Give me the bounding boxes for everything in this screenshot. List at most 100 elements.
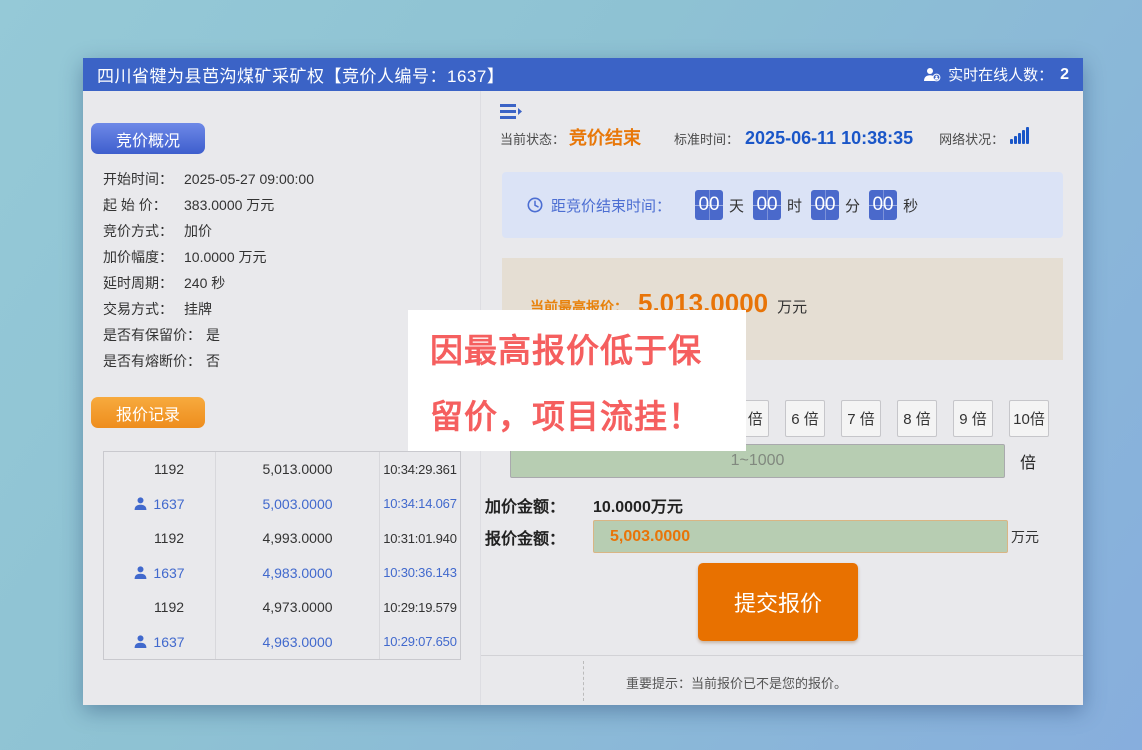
bidder-number: 1637 <box>153 633 185 650</box>
bid-amount-input[interactable] <box>593 520 1009 553</box>
countdown-days: 00 <box>695 190 724 220</box>
table-row: 1192 4,993.0000 10:31:01.940 <box>104 521 460 556</box>
bid-records-table: 1192 5,013.0000 10:34:29.361 <box>103 451 461 660</box>
bidder-number: 1637 <box>153 495 185 512</box>
auction-window: 四川省犍为县芭沟煤矿采矿权【竞价人编号：1637】 实时在线人数： 2 竞价概况 <box>83 58 1083 705</box>
table-row: 1637 4,983.0000 10:30:36.143 <box>104 555 460 590</box>
countdown-minutes: 00 <box>811 190 840 220</box>
countdown-hours: 00 <box>753 190 782 220</box>
bid-amount: 5,003.0000 <box>262 495 333 512</box>
highest-bid-unit: 万元 <box>777 299 808 316</box>
multiplier-input[interactable] <box>510 444 1005 478</box>
online-users: 实时在线人数： 2 <box>923 64 1069 85</box>
bid-amount-label: 报价金额： <box>485 530 566 548</box>
bid-amount: 4,993.0000 <box>262 530 333 547</box>
bid-time: 10:31:01.940 <box>383 530 457 546</box>
multiplier-unit-label: 倍 <box>1020 455 1037 472</box>
countdown-label: 距竞价结束时间： <box>551 197 672 215</box>
result-overlay-message: 因最高报价低于保留价，项目流挂！ <box>430 332 702 435</box>
submit-bid-button[interactable]: 提交报价 <box>698 563 858 641</box>
bidder-number: 1192 <box>153 530 185 547</box>
countdown-minute-unit: 分 <box>845 197 861 215</box>
countdown-seconds: 00 <box>869 190 898 220</box>
countdown-second-unit: 秒 <box>903 197 919 215</box>
overview-item-value: 是 <box>206 327 220 343</box>
bid-time: 10:29:19.579 <box>383 599 457 615</box>
bid-time: 10:34:29.361 <box>383 461 457 477</box>
bidder-person-icon <box>134 566 147 580</box>
countdown-day-unit: 天 <box>729 197 745 215</box>
status-label: 当前状态： <box>500 132 566 147</box>
overview-item-label: 是否有保留价： <box>103 327 201 343</box>
overview-item-label: 开始时间： <box>103 171 173 187</box>
overview-item: 起 始 价： 383.0000 万元 <box>103 192 480 218</box>
overview-item: 开始时间： 2025-05-27 09:00:00 <box>103 166 480 192</box>
overview-item: 加价幅度： 10.0000 万元 <box>103 244 480 270</box>
bid-amount: 4,963.0000 <box>262 633 333 650</box>
bid-amount-unit: 万元 <box>1011 528 1040 545</box>
menu-icon[interactable] <box>500 103 522 120</box>
bid-amount: 4,983.0000 <box>262 564 333 581</box>
increase-amount-value: 10.0000万元 <box>593 499 683 516</box>
standard-time-label: 标准时间： <box>674 132 740 147</box>
multiplier-button[interactable]: 8 倍 <box>897 400 937 437</box>
auction-overview-list: 开始时间： 2025-05-27 09:00:00 起 始 价： 383.0000 … <box>103 166 480 374</box>
network-status-label: 网络状况： <box>939 132 1005 147</box>
overview-item-label: 起 始 价： <box>103 197 167 213</box>
online-users-label: 实时在线人数： <box>948 67 1054 84</box>
table-row: 1637 4,963.0000 10:29:07.650 <box>104 624 460 659</box>
overview-item-label: 加价幅度： <box>103 249 173 265</box>
result-overlay: 因最高报价低于保留价，项目流挂！ <box>408 310 746 451</box>
table-row: 1192 5,013.0000 10:34:29.361 <box>104 452 460 487</box>
countdown-hour-unit: 时 <box>787 197 803 215</box>
multiplier-button[interactable]: 9 倍 <box>953 400 993 437</box>
footer-tip: 重要提示：当前报价已不是您的报价。 <box>626 676 848 691</box>
footer-bar: 重要提示：当前报价已不是您的报价。 <box>481 655 1083 705</box>
status-value: 竞价结束 <box>569 128 642 148</box>
overview-item-value: 否 <box>206 353 220 369</box>
network-signal-icon <box>1010 127 1030 144</box>
overview-item: 竞价方式： 加价 <box>103 218 480 244</box>
overview-item-label: 延时周期： <box>103 275 173 291</box>
bidder-person-icon <box>134 497 147 511</box>
status-row: 当前状态： 竞价结束 标准时间： 2025-06-11 10:38:35 网络状… <box>500 124 1030 150</box>
online-users-count: 2 <box>1060 65 1069 83</box>
overview-item-label: 交易方式： <box>103 301 173 317</box>
bid-time: 10:30:36.143 <box>383 565 457 581</box>
multiplier-button[interactable]: 6 倍 <box>785 400 825 437</box>
title-bar: 四川省犍为县芭沟煤矿采矿权【竞价人编号：1637】 实时在线人数： 2 <box>83 58 1083 91</box>
increase-amount-label: 加价金额： <box>485 499 566 516</box>
overview-item-value: 加价 <box>184 223 212 239</box>
bid-time: 10:34:14.067 <box>383 496 457 512</box>
table-row: 1192 4,973.0000 10:29:19.579 <box>104 590 460 625</box>
multiplier-button[interactable]: 7 倍 <box>841 400 881 437</box>
bid-records-tab[interactable]: 报价记录 <box>91 397 205 428</box>
multiplier-button[interactable]: 10倍 <box>1009 400 1049 437</box>
bid-time: 10:29:07.650 <box>383 634 457 650</box>
clock-icon <box>527 197 543 213</box>
footer-divider <box>583 661 584 701</box>
left-panel: 竞价概况 开始时间： 2025-05-27 09:00:00 起 始 价： 383.… <box>83 91 481 705</box>
overview-item-value: 240 秒 <box>184 275 226 291</box>
overview-item-value: 2025-05-27 09:00:00 <box>184 171 314 187</box>
overview-item-value: 383.0000 万元 <box>184 197 275 213</box>
auction-overview-tab[interactable]: 竞价概况 <box>91 123 205 154</box>
increase-amount-row: 加价金额： 10.0000万元 <box>485 493 683 517</box>
standard-time-value: 2025-06-11 10:38:35 <box>745 128 914 148</box>
bidder-number: 1192 <box>153 461 185 478</box>
overview-item-label: 是否有熔断价： <box>103 353 201 369</box>
overview-item-value: 10.0000 万元 <box>184 249 267 265</box>
page-title: 四川省犍为县芭沟煤矿采矿权【竞价人编号：1637】 <box>97 67 505 86</box>
bid-amount-row: 报价金额： 万元 <box>485 520 1039 553</box>
overview-item-label: 竞价方式： <box>103 223 173 239</box>
overview-item: 是否有保留价： 是 <box>103 322 480 348</box>
bid-amount: 5,013.0000 <box>262 461 333 478</box>
overview-item-value: 挂牌 <box>184 301 212 317</box>
overview-item: 交易方式： 挂牌 <box>103 296 480 322</box>
table-row: 1637 5,003.0000 10:34:14.067 <box>104 486 460 521</box>
multiplier-input-row: 倍 <box>510 444 1036 478</box>
online-users-icon <box>923 67 941 82</box>
bidder-person-icon <box>134 635 147 649</box>
bidder-number: 1637 <box>153 564 185 581</box>
overview-item: 是否有熔断价： 否 <box>103 348 480 374</box>
